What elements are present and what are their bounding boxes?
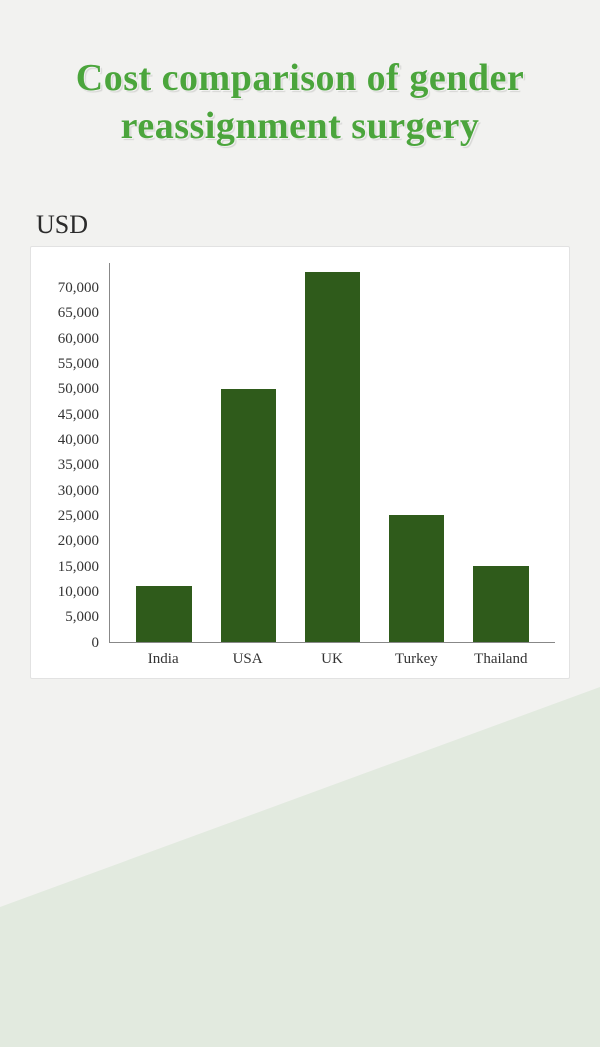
bar: [136, 586, 192, 642]
y-axis-title: USD: [36, 210, 570, 240]
x-axis: IndiaUSAUKTurkeyThailand: [45, 643, 555, 668]
bar-slot: [206, 389, 290, 642]
page-title: Cost comparison of gender reassignment s…: [30, 55, 570, 150]
x-tick-label: India: [121, 651, 205, 668]
x-tick-label: USA: [205, 651, 289, 668]
background-diagonal-accent: [0, 687, 600, 1047]
bar-slot: [122, 586, 206, 642]
plot-grid: [109, 263, 555, 643]
x-axis-spacer: [57, 651, 121, 668]
plot-area: 70,00065,00060,00055,00050,00045,00040,0…: [45, 263, 555, 643]
bar: [473, 566, 529, 642]
x-tick-label: Turkey: [374, 651, 458, 668]
chart-plot-box: 70,00065,00060,00055,00050,00045,00040,0…: [30, 246, 570, 679]
bar: [221, 389, 277, 642]
chart-container: USD 70,00065,00060,00055,00050,00045,000…: [30, 210, 570, 679]
bar: [389, 515, 445, 642]
y-axis: 70,00065,00060,00055,00050,00045,00040,0…: [45, 263, 109, 643]
bar: [305, 272, 361, 642]
bars-group: [110, 263, 555, 642]
x-axis-labels: IndiaUSAUKTurkeyThailand: [121, 651, 543, 668]
x-tick-label: Thailand: [459, 651, 543, 668]
bar-slot: [459, 566, 543, 642]
x-tick-label: UK: [290, 651, 374, 668]
bar-slot: [375, 515, 459, 642]
bar-slot: [290, 272, 374, 642]
content-container: Cost comparison of gender reassignment s…: [0, 0, 600, 679]
